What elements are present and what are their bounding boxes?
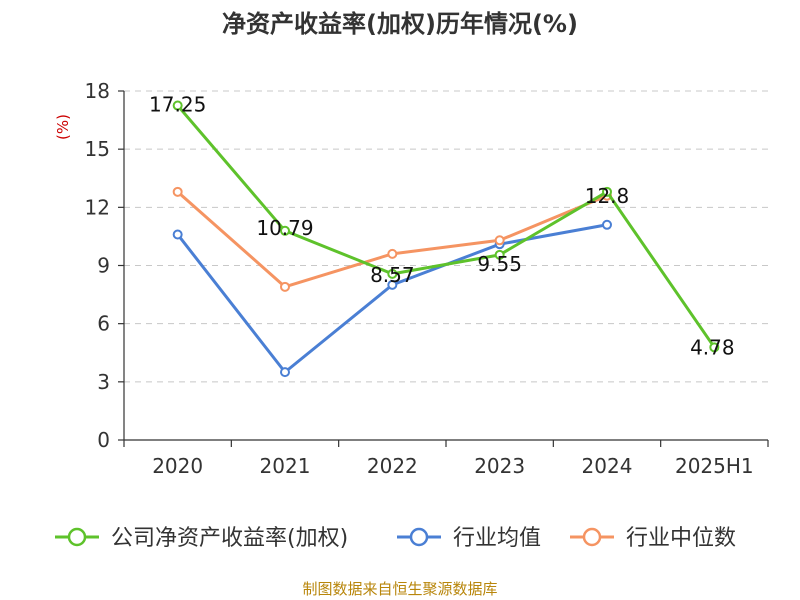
series-1-point-2[interactable] (387, 279, 398, 290)
x-tick-label-1: 2021 (260, 454, 311, 478)
series-0-point-4[interactable] (602, 186, 612, 197)
series-0-point-0[interactable] (172, 100, 183, 111)
y-tick-label-0: 0 (97, 428, 110, 452)
legend-label-1: 行业均值 (453, 526, 541, 551)
series-1-point-0[interactable] (172, 229, 183, 240)
series-2-point-1[interactable] (280, 281, 290, 292)
series-2-point-3[interactable] (494, 235, 505, 246)
data-label-0: 17.25 (149, 93, 206, 117)
series-2-point-2[interactable] (387, 248, 398, 259)
y-axis-label: (%) (54, 114, 72, 140)
legend-marker-2 (582, 527, 602, 547)
y-tick-label-4: 12 (85, 195, 110, 219)
series-2-point-0[interactable] (172, 186, 183, 197)
data-label-4: 12.8 (585, 184, 630, 208)
x-tick-label-0: 2020 (152, 454, 203, 478)
data-label-1: 10.79 (256, 216, 313, 240)
y-tick-label-2: 6 (97, 312, 110, 336)
series-0 (172, 100, 720, 353)
y-tick-label-1: 3 (97, 370, 110, 394)
legend-item-0[interactable]: 公司净资产收益率(加权) (55, 526, 348, 551)
series-0-point-5[interactable] (709, 342, 720, 353)
data-label-3: 9.55 (477, 252, 522, 276)
legend-label-2: 行业中位数 (626, 526, 736, 551)
chart-title: 净资产收益率(加权)历年情况(%) (222, 10, 578, 38)
series-1-point-1[interactable] (280, 367, 290, 378)
legend-label-0: 公司净资产收益率(加权) (111, 526, 348, 551)
x-tick-label-3: 2023 (474, 454, 525, 478)
data-label-2: 8.57 (370, 263, 415, 287)
y-tick-label-6: 18 (85, 79, 110, 103)
data-label-5: 4.78 (690, 335, 735, 359)
legend-item-2[interactable]: 行业中位数 (570, 526, 736, 551)
legend-marker-1 (409, 527, 429, 547)
legend-marker-0 (67, 527, 87, 547)
source-note: 制图数据来自恒生聚源数据库 (302, 580, 497, 598)
y-tick-label-3: 9 (97, 254, 110, 278)
series-0-point-3[interactable] (494, 249, 505, 260)
x-tick-label-4: 2024 (582, 454, 633, 478)
legend-item-1[interactable]: 行业均值 (397, 526, 541, 551)
series-0-point-1[interactable] (280, 225, 290, 236)
series-1 (172, 219, 612, 378)
x-tick-label-5: 2025H1 (675, 454, 754, 478)
y-tick-label-5: 15 (85, 137, 110, 161)
x-tick-label-2: 2022 (367, 454, 418, 478)
series-0-point-2[interactable] (387, 268, 398, 279)
series-1-point-4[interactable] (602, 219, 612, 230)
series-0-line (176, 104, 716, 349)
